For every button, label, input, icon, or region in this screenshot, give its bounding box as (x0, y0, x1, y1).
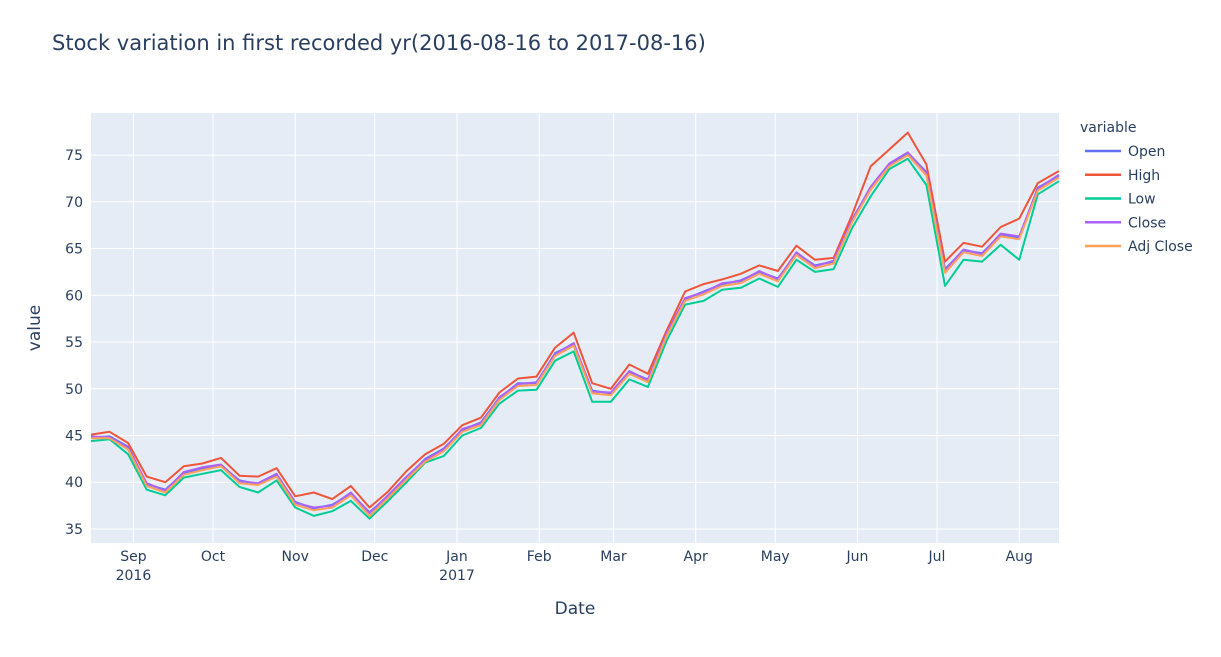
y-gridlines (91, 154, 1059, 530)
y-tick-label: 50 (65, 382, 83, 398)
y-tick-label: 65 (65, 242, 83, 258)
series-line-adj-close (91, 154, 1060, 517)
x-axis-ticks: Sep 2016 Oct Nov Dec Jan 2017 Feb Mar Apr May Jun Ju… (116, 549, 1033, 584)
series-lines (90, 131, 1060, 520)
y-tick-label: 55 (65, 335, 83, 351)
x-tick-label: Sep (120, 549, 147, 565)
legend-label: Open (1128, 144, 1165, 160)
legend-item-low[interactable]: Low (1085, 192, 1156, 208)
x-tick-label: Dec (361, 549, 388, 565)
x-tick-label: Feb (527, 549, 552, 565)
legend-title: variable (1080, 120, 1136, 136)
x-tick-label: May (761, 549, 790, 565)
x-axis-label: Date (555, 599, 596, 619)
x-tick-label: Apr (684, 549, 708, 565)
legend-label: High (1128, 168, 1160, 184)
x-tick-label: Jan (445, 549, 468, 565)
legend-item-close[interactable]: Close (1085, 215, 1166, 231)
legend-item-open[interactable]: Open (1085, 144, 1165, 160)
y-tick-label: 70 (65, 195, 83, 211)
series-line-low (90, 157, 1060, 520)
x-tick-year-label: 2016 (116, 568, 152, 584)
x-tick-label: Jul (928, 549, 946, 565)
legend-item-adj-close[interactable]: Adj Close (1085, 239, 1193, 255)
y-tick-label: 75 (65, 148, 83, 164)
legend[interactable]: variable Open High Low Close Adj Close (1080, 120, 1193, 255)
legend-label: Adj Close (1128, 239, 1193, 255)
y-tick-label: 45 (65, 429, 83, 445)
x-tick-label: Jun (846, 549, 869, 565)
chart-title: Stock variation in first recorded yr(201… (52, 31, 706, 55)
x-tick-year-label: 2017 (439, 568, 475, 584)
y-axis-label: value (25, 305, 45, 351)
y-tick-label: 35 (65, 522, 83, 538)
x-tick-label: Mar (600, 549, 627, 565)
x-tick-label: Aug (1006, 549, 1033, 565)
y-tick-label: 60 (65, 288, 83, 304)
x-tick-label: Nov (282, 549, 309, 565)
y-tick-label: 40 (65, 475, 83, 491)
legend-label: Low (1128, 192, 1156, 208)
series-line-high (90, 131, 1060, 509)
plot-area (91, 113, 1059, 543)
x-tick-label: Oct (201, 549, 226, 565)
legend-item-high[interactable]: High (1085, 168, 1160, 184)
legend-label: Close (1128, 215, 1166, 231)
series-line-close (90, 151, 1060, 515)
y-axis-ticks: 35 40 45 50 55 60 65 70 75 (65, 148, 83, 538)
